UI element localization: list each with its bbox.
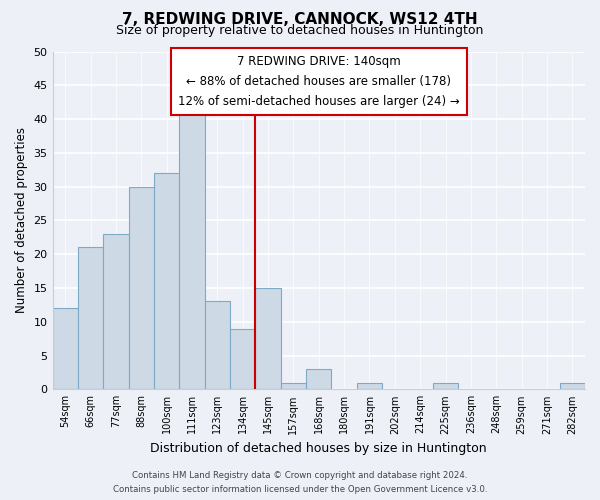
Bar [256, 288, 281, 390]
Y-axis label: Number of detached properties: Number of detached properties [15, 128, 28, 314]
Bar [128, 186, 154, 390]
Bar [230, 328, 256, 390]
Bar [53, 308, 78, 390]
Bar [560, 382, 585, 390]
Bar [179, 112, 205, 390]
Bar [433, 382, 458, 390]
X-axis label: Distribution of detached houses by size in Huntington: Distribution of detached houses by size … [151, 442, 487, 455]
Text: 7 REDWING DRIVE: 140sqm
← 88% of detached houses are smaller (178)
12% of semi-d: 7 REDWING DRIVE: 140sqm ← 88% of detache… [178, 55, 460, 108]
Bar [306, 369, 331, 390]
Bar [357, 382, 382, 390]
Bar [103, 234, 128, 390]
Text: Contains HM Land Registry data © Crown copyright and database right 2024.
Contai: Contains HM Land Registry data © Crown c… [113, 472, 487, 494]
Bar [205, 302, 230, 390]
Bar [281, 382, 306, 390]
Text: 7, REDWING DRIVE, CANNOCK, WS12 4TH: 7, REDWING DRIVE, CANNOCK, WS12 4TH [122, 12, 478, 26]
Text: Size of property relative to detached houses in Huntington: Size of property relative to detached ho… [116, 24, 484, 37]
Bar [154, 173, 179, 390]
Bar [78, 248, 103, 390]
